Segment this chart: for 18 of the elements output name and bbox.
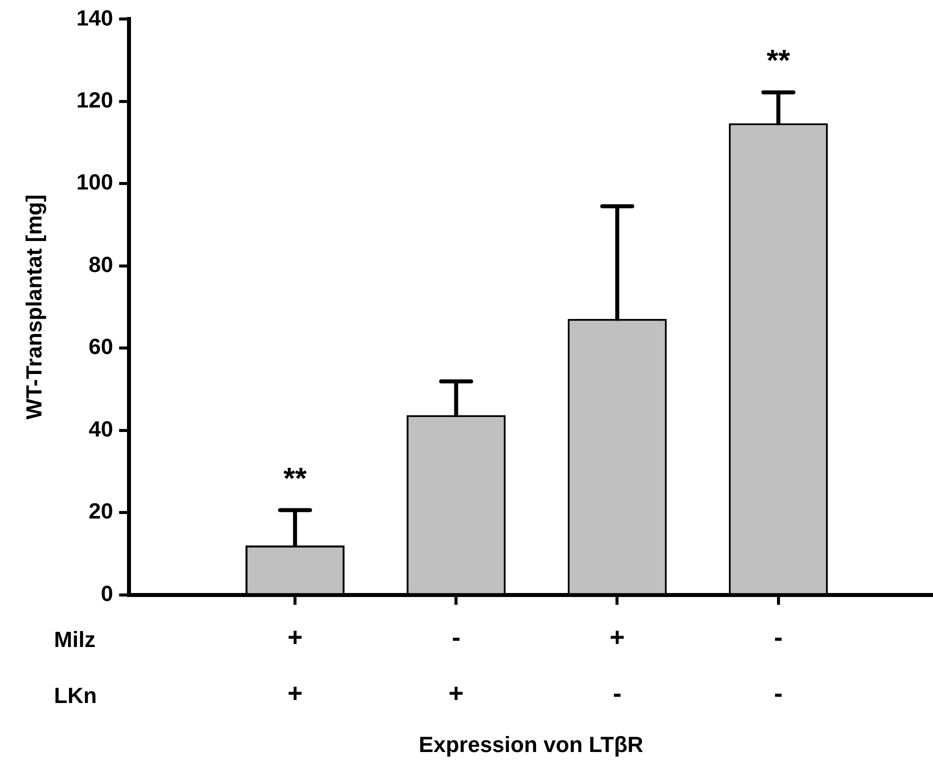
y-tick-label: 100 <box>76 170 114 195</box>
x-axis-title: Expression von LTβR <box>418 732 644 757</box>
annotation: ** <box>283 462 308 496</box>
y-tick-label: 60 <box>88 334 114 360</box>
text: LKn <box>54 682 97 708</box>
annotation: ** <box>766 44 790 78</box>
y-tick-label: 140 <box>76 5 114 30</box>
y-tick-label: 20 <box>88 498 114 524</box>
y-tick-label: 120 <box>76 87 114 112</box>
x-tick-label: + - <box>610 622 625 708</box>
y-axis-title: WT-Transplantat [mg] <box>21 194 46 420</box>
y-tick-label: 0 <box>100 580 114 606</box>
text: Milz <box>54 626 96 652</box>
x-tick-label: - - <box>774 622 783 708</box>
x-tick-label: + + <box>287 622 303 708</box>
y-tick-label: 80 <box>88 252 114 277</box>
y-tick-label: 40 <box>88 416 114 442</box>
x-tick-label: - + <box>448 622 464 708</box>
